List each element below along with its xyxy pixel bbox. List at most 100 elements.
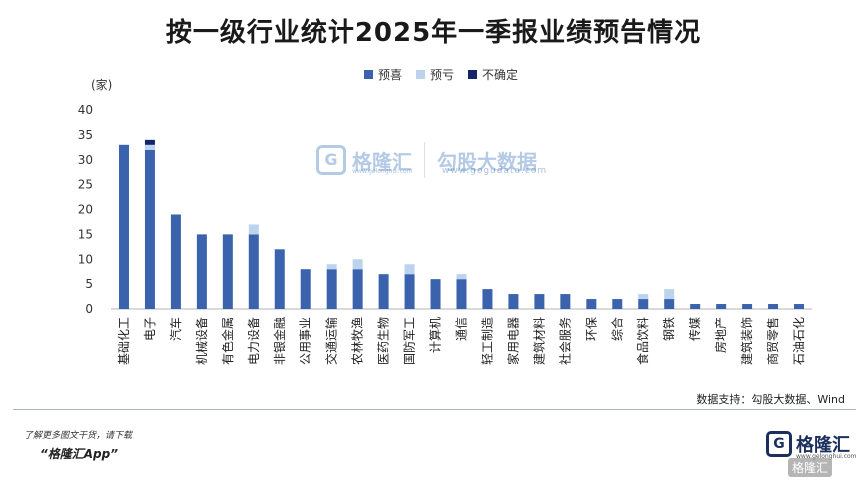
watermark-divider — [424, 142, 425, 178]
bar-yuxi-5 — [248, 234, 259, 309]
bar-yuxi-15 — [508, 294, 519, 309]
x-tick-label-5: 电力设备 — [247, 317, 261, 365]
y-tick-label-4: 20 — [78, 203, 93, 217]
x-tick-label-3: 机械设备 — [194, 317, 209, 365]
bar-yuxi-0 — [118, 144, 129, 309]
bar-yuxi-23 — [716, 304, 727, 309]
x-tick-label-12: 计算机 — [428, 317, 443, 353]
bar-yuxi-19 — [612, 299, 623, 309]
y-tick-label-8: 40 — [78, 103, 93, 117]
x-tick-label-22: 传媒 — [687, 317, 702, 341]
bar-yuxi-25 — [768, 304, 779, 309]
bar-yuxi-11 — [404, 274, 415, 309]
bar-yuxi-21 — [664, 299, 675, 309]
x-tick-label-11: 国防军工 — [402, 317, 417, 365]
promo-line-1: 了解更多图文干货，请下载 — [24, 431, 133, 441]
bar-yukui-5 — [248, 224, 259, 235]
x-tick-label-17: 社会服务 — [557, 317, 572, 365]
x-tick-label-9: 农林牧渔 — [351, 317, 365, 365]
legend-item-yuxi: 预喜 — [364, 66, 402, 83]
promo-line-2: “格隆汇App” — [40, 447, 118, 461]
legend-label-buqueding: 不确定 — [482, 68, 519, 82]
watermark-partner-url: www.gogudata.com — [442, 166, 548, 176]
watermark-brand: 格隆汇 — [352, 149, 412, 174]
x-tick-label-20: 食品饮料 — [635, 317, 650, 365]
y-tick-label-6: 30 — [78, 153, 93, 167]
x-tick-label-1: 电子 — [143, 317, 157, 341]
brand-logo-text: 格隆汇 — [796, 435, 850, 456]
bar-yukui-21 — [664, 289, 675, 300]
bar-yukui-8 — [326, 264, 337, 270]
x-tick-label-23: 房地产 — [713, 317, 728, 353]
bar-buqueding-1 — [144, 139, 155, 145]
y-tick-label-7: 35 — [78, 128, 93, 142]
legend-label-yukui: 预亏 — [430, 68, 455, 82]
x-tick-label-21: 钢铁 — [662, 317, 676, 341]
bar-yuxi-2 — [170, 214, 181, 309]
bar-yuxi-6 — [274, 249, 285, 309]
x-tick-label-16: 建筑材料 — [531, 317, 546, 365]
y-tick-label-2: 10 — [78, 252, 93, 266]
y-tick-label-0: 0 — [85, 302, 93, 316]
bar-yuxi-9 — [352, 269, 363, 309]
bar-yukui-11 — [404, 264, 415, 275]
x-tick-label-0: 基础化工 — [117, 317, 131, 365]
x-tick-label-6: 非银金融 — [272, 317, 287, 365]
x-tick-label-2: 汽车 — [168, 317, 183, 341]
y-tick-label-3: 15 — [78, 227, 93, 241]
bar-yukui-9 — [352, 259, 363, 270]
bar-yukui-1 — [144, 144, 155, 150]
legend: 预喜 预亏 不确定 — [364, 66, 518, 83]
x-tick-label-4: 有色金属 — [220, 317, 235, 365]
footer-divider — [13, 409, 856, 410]
bar-yuxi-24 — [742, 304, 753, 309]
x-tick-label-19: 综合 — [609, 317, 624, 341]
y-tick-label-1: 5 — [85, 277, 93, 291]
bar-yuxi-26 — [794, 304, 805, 309]
y-axis-unit: (家) — [91, 78, 113, 92]
bar-yuxi-8 — [326, 269, 337, 309]
bar-yuxi-3 — [196, 234, 207, 309]
brand-logo-url: www.gelonghui.com — [796, 453, 857, 460]
bar-yuxi-10 — [378, 274, 389, 309]
x-tick-label-13: 通信 — [455, 317, 469, 341]
chart-title: 按一级行业统计2025年一季报业绩预告情况 — [165, 18, 702, 48]
legend-item-yukui: 预亏 — [416, 66, 454, 83]
bar-yuxi-13 — [456, 279, 467, 309]
x-tick-label-7: 公用事业 — [299, 317, 313, 365]
bar-yuxi-17 — [560, 294, 571, 309]
data-source: 数据支持：勾股大数据、Wind — [696, 393, 845, 406]
watermark-brand-url: www.gelonghui.com — [352, 168, 413, 175]
legend-item-buqueding: 不确定 — [468, 66, 518, 83]
bar-yuxi-14 — [482, 289, 493, 309]
legend-swatch-buqueding — [468, 70, 478, 79]
x-tick-label-26: 石油石化 — [792, 317, 806, 365]
bar-yuxi-12 — [430, 279, 441, 309]
y-tick-label-5: 25 — [78, 178, 93, 192]
brand-logo: G 格隆汇 — [766, 431, 850, 457]
legend-label-yuxi: 预喜 — [378, 68, 403, 82]
bar-yuxi-16 — [534, 294, 545, 309]
watermark-partner: 勾股大数据 — [437, 149, 537, 174]
bar-yuxi-4 — [222, 234, 233, 309]
bar-yuxi-20 — [638, 299, 649, 309]
legend-swatch-yuxi — [364, 70, 373, 79]
x-tick-label-18: 环保 — [584, 317, 598, 341]
bar-yuxi-18 — [586, 299, 597, 309]
corner-badge: 格隆汇 — [788, 458, 833, 477]
x-tick-label-25: 商贸零售 — [765, 317, 780, 365]
x-tick-label-14: 轻工制造 — [480, 317, 494, 365]
legend-swatch-yukui — [416, 70, 426, 79]
bar-yuxi-1 — [144, 149, 155, 309]
bar-yuxi-7 — [300, 269, 311, 309]
bar-yukui-20 — [638, 294, 649, 300]
watermark: G 格隆汇 勾股大数据 — [316, 142, 537, 178]
watermark-logo-icon: G — [316, 145, 346, 175]
bar-yuxi-22 — [690, 304, 701, 309]
x-tick-label-10: 医药生物 — [377, 317, 391, 365]
bar-yukui-13 — [456, 274, 467, 280]
brand-logo-icon: G — [766, 431, 792, 457]
x-tick-label-8: 交通运输 — [324, 317, 339, 365]
x-tick-label-15: 家用电器 — [505, 317, 520, 365]
